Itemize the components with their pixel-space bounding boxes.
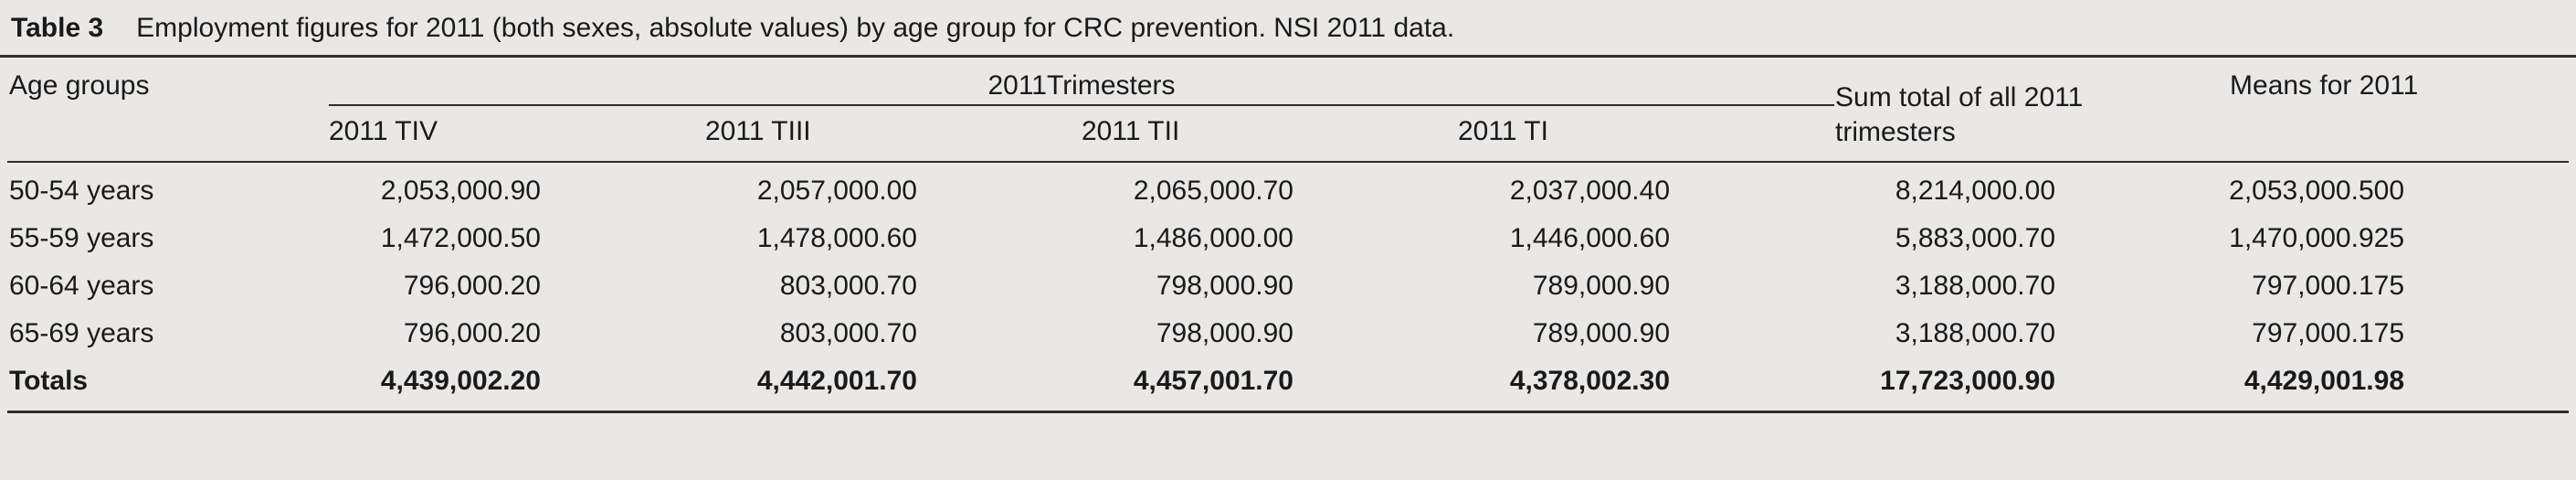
table-caption-text: Employment figures for 2011 (both sexes,… <box>136 13 1455 43</box>
header-2011-tiii: 2011 TIII <box>705 116 811 146</box>
header-subrow: 2011 TIV 2011 TIII 2011 TII 2011 TI <box>7 105 2569 162</box>
table-row: 55-59 years 1,472,000.50 1,478,000.60 1,… <box>7 215 2569 262</box>
age-group-cell: 60-64 years <box>9 271 154 301</box>
mean-cell: 797,000.175 <box>2252 318 2405 348</box>
value-cell: 1,446,000.60 <box>1509 223 1671 253</box>
value-cell: 2,057,000.00 <box>756 176 917 206</box>
value-cell: 1,486,000.00 <box>1133 223 1293 253</box>
sum-cell: 3,188,000.70 <box>1895 318 2056 348</box>
table-header: Age groups 2011Trimesters Sum total of a… <box>7 58 2570 162</box>
header-age-groups: Age groups <box>9 70 150 101</box>
value-cell: 1,478,000.60 <box>756 223 917 253</box>
header-2011-ti: 2011 TI <box>1458 116 1548 146</box>
header-sum-total-text: Sum total of all 2011 trimesters <box>1835 82 2084 147</box>
value-cell: 796,000.20 <box>403 318 541 348</box>
value-cell: 4,439,002.20 <box>380 366 541 396</box>
sum-cell: 5,883,000.70 <box>1895 223 2056 253</box>
sum-cell: 3,188,000.70 <box>1895 271 2056 301</box>
employment-table: Age groups 2011Trimesters Sum total of a… <box>7 58 2570 413</box>
sum-cell: 17,723,000.90 <box>1880 366 2056 396</box>
age-group-cell: 65-69 years <box>9 318 154 348</box>
value-cell: 803,000.70 <box>779 318 917 348</box>
header-2011-tiv: 2011 TIV <box>329 116 438 146</box>
totals-row: Totals 4,439,002.20 4,442,001.70 4,457,0… <box>7 357 2569 412</box>
header-group-row: Age groups 2011Trimesters Sum total of a… <box>7 58 2569 147</box>
sum-cell: 8,214,000.00 <box>1895 176 2056 206</box>
totals-label-cell: Totals <box>9 366 89 396</box>
value-cell: 798,000.90 <box>1156 271 1293 301</box>
mean-cell: 2,053,000.500 <box>2229 176 2405 206</box>
table-row: 60-64 years 796,000.20 803,000.70 798,00… <box>7 262 2569 310</box>
table-caption-label: Table 3 <box>11 13 104 43</box>
value-cell: 789,000.90 <box>1532 318 1671 348</box>
value-cell: 796,000.20 <box>403 271 541 301</box>
mean-cell: 4,429,001.98 <box>2243 366 2405 396</box>
age-group-cell: 50-54 years <box>9 176 154 206</box>
header-trimesters-group: 2011Trimesters <box>329 58 1835 106</box>
table-caption: Table 3 Employment figures for 2011 (both… <box>0 0 2576 58</box>
header-2011-tii: 2011 TII <box>1082 116 1180 146</box>
table-row: 50-54 years 2,053,000.90 2,057,000.00 2,… <box>7 162 2569 215</box>
value-cell: 4,457,001.70 <box>1133 366 1293 396</box>
table-body: 50-54 years 2,053,000.90 2,057,000.00 2,… <box>7 162 2569 412</box>
value-cell: 4,378,002.30 <box>1509 366 1671 396</box>
mean-cell: 1,470,000.925 <box>2229 223 2405 253</box>
value-cell: 2,065,000.70 <box>1133 176 1293 206</box>
table-row: 65-69 years 796,000.20 803,000.70 798,00… <box>7 310 2569 357</box>
header-means: Means for 2011 <box>2230 70 2419 101</box>
age-group-cell: 55-59 years <box>9 223 154 253</box>
value-cell: 1,472,000.50 <box>380 223 541 253</box>
header-sum-total: Sum total of all 2011 trimesters <box>1834 58 2229 162</box>
value-cell: 4,442,001.70 <box>756 366 917 396</box>
value-cell: 798,000.90 <box>1156 318 1293 348</box>
value-cell: 803,000.70 <box>779 271 917 301</box>
value-cell: 2,053,000.90 <box>380 176 541 206</box>
value-cell: 2,037,000.40 <box>1509 176 1671 206</box>
mean-cell: 797,000.175 <box>2252 271 2405 301</box>
value-cell: 789,000.90 <box>1532 271 1671 301</box>
